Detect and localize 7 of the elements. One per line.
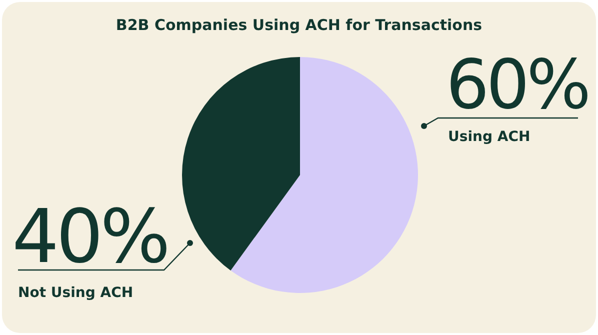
data-label: 40% <box>12 194 168 280</box>
chart-title: B2B Companies Using ACH for Transactions <box>116 16 482 34</box>
slice-label: Using ACH <box>448 129 530 145</box>
slice-label: Not Using ACH <box>18 285 134 301</box>
data-label: 60% <box>446 46 588 125</box>
pie-slice <box>182 57 300 270</box>
pie-slice <box>230 57 418 293</box>
